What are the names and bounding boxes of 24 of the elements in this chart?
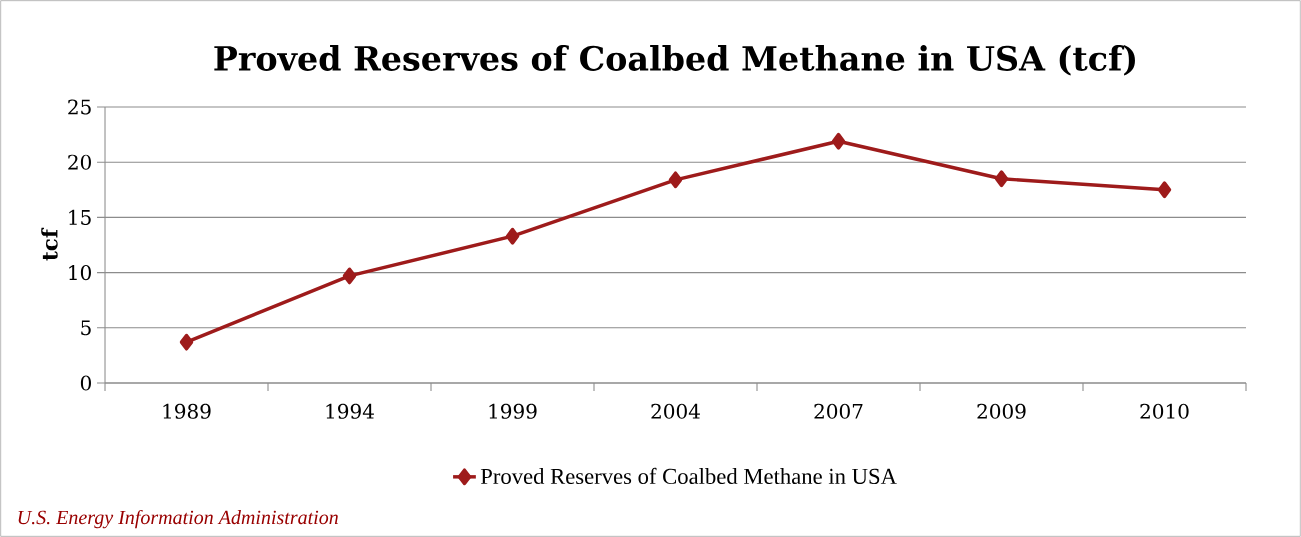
x-tick-label: 1999 [489,403,537,419]
point [668,171,683,189]
text: U.S. Energy Information Administration [18,509,338,529]
y-axis-title: tcf [41,227,58,261]
y-tick-label: 20 [68,154,91,170]
point [505,227,520,245]
x-tick-label: 2010 [1140,403,1189,419]
y-tick-label: 0 [80,375,91,391]
y-tick-label: 5 [81,320,91,336]
y-tick-label: 15 [69,209,91,225]
chart-title: Proved Reserves of Coalbed Methane in USA (tcf) [214,45,1135,76]
legend-label: Proved Reserves of Coalbed Methane in USA [480,467,897,485]
point [342,267,357,285]
point [1157,181,1172,199]
point [994,170,1009,188]
x-tick-label: 1994 [326,403,374,419]
y-tick-label: 25 [68,99,91,115]
point [831,132,846,150]
x-tick-label: 2007 [814,403,863,419]
x-tick-label: 2004 [651,403,700,419]
x-tick-label: 2009 [977,403,1026,419]
x-tick-label: 1989 [163,403,211,419]
y-tick-label: 10 [69,265,91,281]
point [179,333,194,351]
